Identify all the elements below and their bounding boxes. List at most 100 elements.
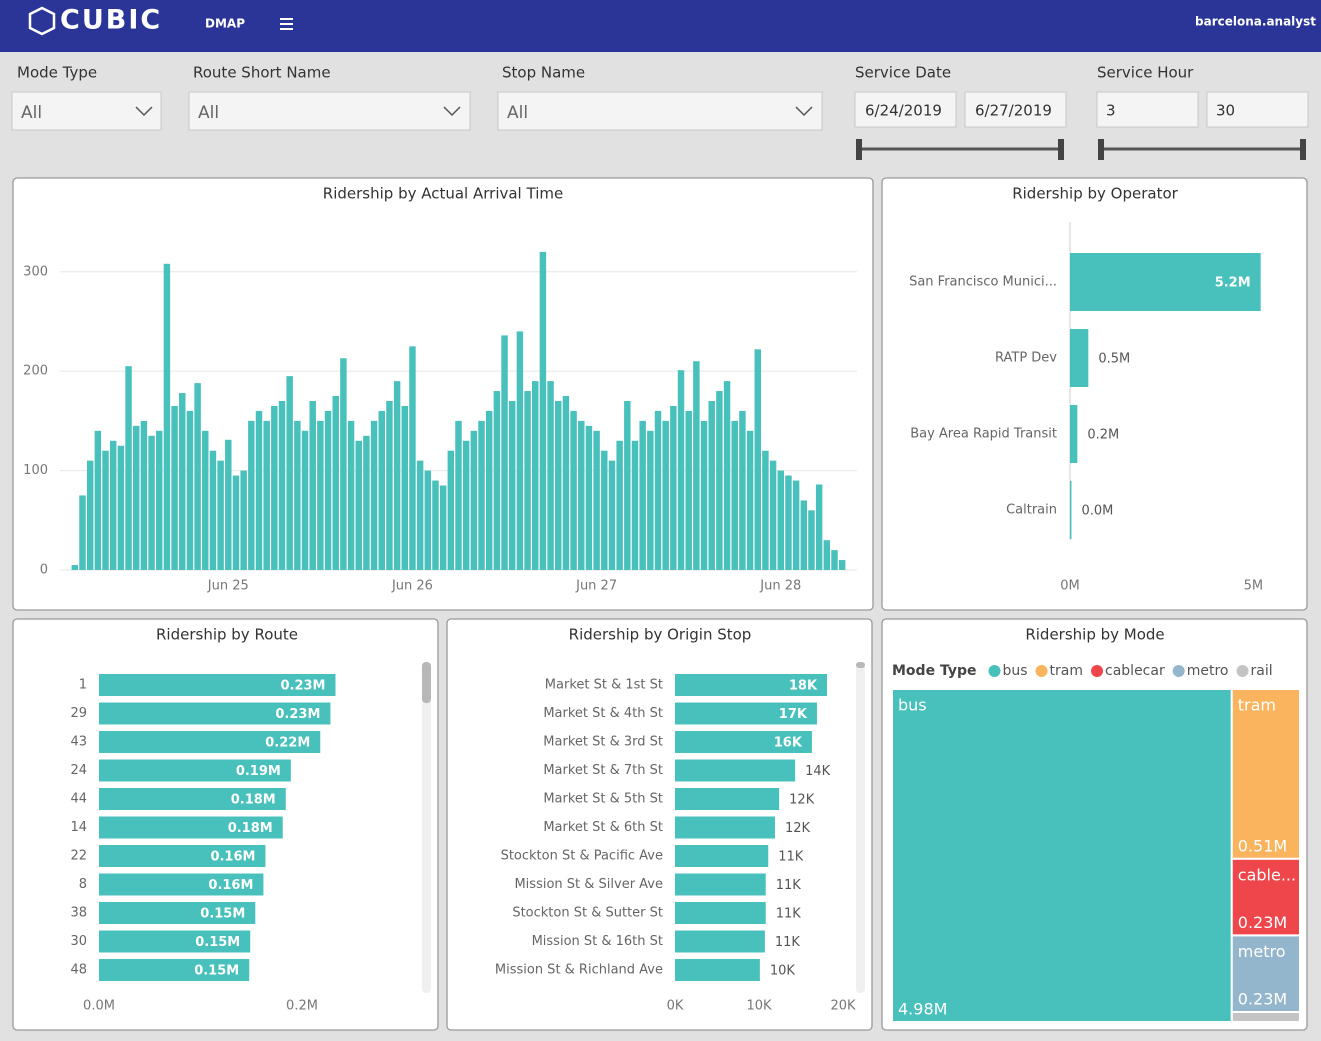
bar (217, 461, 223, 570)
value-label: 0.15M (194, 964, 239, 979)
bar (164, 264, 170, 570)
category-label: 22 (70, 849, 87, 864)
bar (1070, 329, 1088, 387)
category-label: 44 (70, 792, 87, 807)
bar (824, 540, 830, 570)
scrollbar-track[interactable] (422, 662, 431, 993)
tile-value: 0.23M (1238, 913, 1287, 932)
bar (102, 451, 108, 570)
user-name[interactable]: barcelona.analyst (1195, 15, 1316, 29)
category-label: 29 (70, 706, 87, 721)
bar (808, 510, 814, 570)
value-label: 0.0M (1081, 504, 1113, 519)
bar (616, 441, 622, 570)
bar (708, 401, 714, 570)
bar (302, 431, 308, 570)
x-tick-label: 0.0M (83, 999, 115, 1014)
slider-handle[interactable] (1300, 139, 1306, 160)
value-label: 0.2M (1087, 428, 1119, 443)
bar (675, 902, 766, 924)
bar (675, 874, 766, 896)
legend-swatch (1173, 665, 1185, 677)
x-tick-label: 10K (746, 999, 772, 1014)
bar (839, 560, 845, 570)
bar (110, 441, 116, 570)
bar (187, 411, 193, 570)
bar (202, 431, 208, 570)
chart-title: Ridership by Actual Arrival Time (323, 185, 563, 203)
dropdown[interactable] (498, 92, 822, 130)
scrollbar-track[interactable] (856, 662, 865, 993)
dropdown-value: All (21, 103, 42, 123)
bar (570, 411, 576, 570)
x-tick-label: 5M (1244, 579, 1264, 594)
legend-swatch (988, 665, 1000, 677)
bar (547, 381, 553, 570)
bar (793, 481, 799, 570)
bar (471, 431, 477, 570)
bar (785, 476, 791, 570)
bar (801, 500, 807, 570)
slider-handle[interactable] (856, 139, 862, 160)
bar (770, 461, 776, 570)
filter-label: Route Short Name (193, 64, 331, 82)
category-label: Market St & 4th St (543, 706, 663, 721)
bar (309, 401, 315, 570)
category-label: Caltrain (1006, 503, 1057, 518)
value-label: 11K (776, 907, 802, 922)
value-label: 12K (789, 793, 815, 808)
bar (732, 421, 738, 570)
value-label: 10K (770, 964, 796, 979)
dropdown[interactable] (189, 92, 470, 130)
tile-value: 0.23M (1238, 990, 1287, 1009)
bar (639, 421, 645, 570)
scrollbar-thumb[interactable] (856, 662, 865, 668)
legend-swatch (1091, 665, 1103, 677)
bar (675, 788, 779, 810)
bar (601, 451, 607, 570)
bar (463, 441, 469, 570)
category-label: Bay Area Rapid Transit (910, 427, 1057, 442)
bar (141, 421, 147, 570)
bar (417, 461, 423, 570)
bar (517, 331, 523, 570)
y-tick-label: 0 (40, 563, 48, 578)
category-label: 24 (70, 763, 87, 778)
bar (655, 411, 661, 570)
scrollbar-thumb[interactable] (422, 662, 431, 703)
slider-handle[interactable] (1058, 139, 1064, 160)
legend-label: cablecar (1105, 663, 1165, 679)
filter-label: Service Date (855, 64, 951, 82)
bar (432, 481, 438, 570)
bar (95, 431, 101, 570)
x-tick-label: 20K (830, 999, 856, 1014)
x-tick-label: 0K (667, 999, 684, 1014)
category-label: Stockton St & Pacific Ave (501, 849, 663, 864)
bar (379, 411, 385, 570)
app-name[interactable]: DMAP (205, 17, 245, 31)
bar (486, 411, 492, 570)
bar (402, 406, 408, 570)
bar (632, 441, 638, 570)
bar (662, 421, 668, 570)
treemap-tile (892, 689, 1232, 1022)
bar (356, 441, 362, 570)
bar (724, 381, 730, 570)
value-label: 18K (789, 679, 818, 694)
chart-title: Ridership by Mode (1025, 626, 1164, 644)
category-label: Market St & 7th St (543, 763, 663, 778)
bar (509, 401, 515, 570)
filter-label: Stop Name (502, 64, 585, 82)
category-label: Mission St & Richland Ave (495, 963, 663, 978)
x-tick-label: Jun 27 (575, 579, 617, 594)
bar (317, 421, 323, 570)
bar (425, 471, 431, 570)
legend-swatch (1236, 665, 1248, 677)
bar (762, 451, 768, 570)
bar (263, 421, 269, 570)
slider-handle[interactable] (1098, 139, 1104, 160)
y-tick-label: 300 (23, 264, 48, 279)
value-label: 0.16M (208, 878, 253, 893)
bar (647, 431, 653, 570)
category-label: 30 (70, 934, 87, 949)
